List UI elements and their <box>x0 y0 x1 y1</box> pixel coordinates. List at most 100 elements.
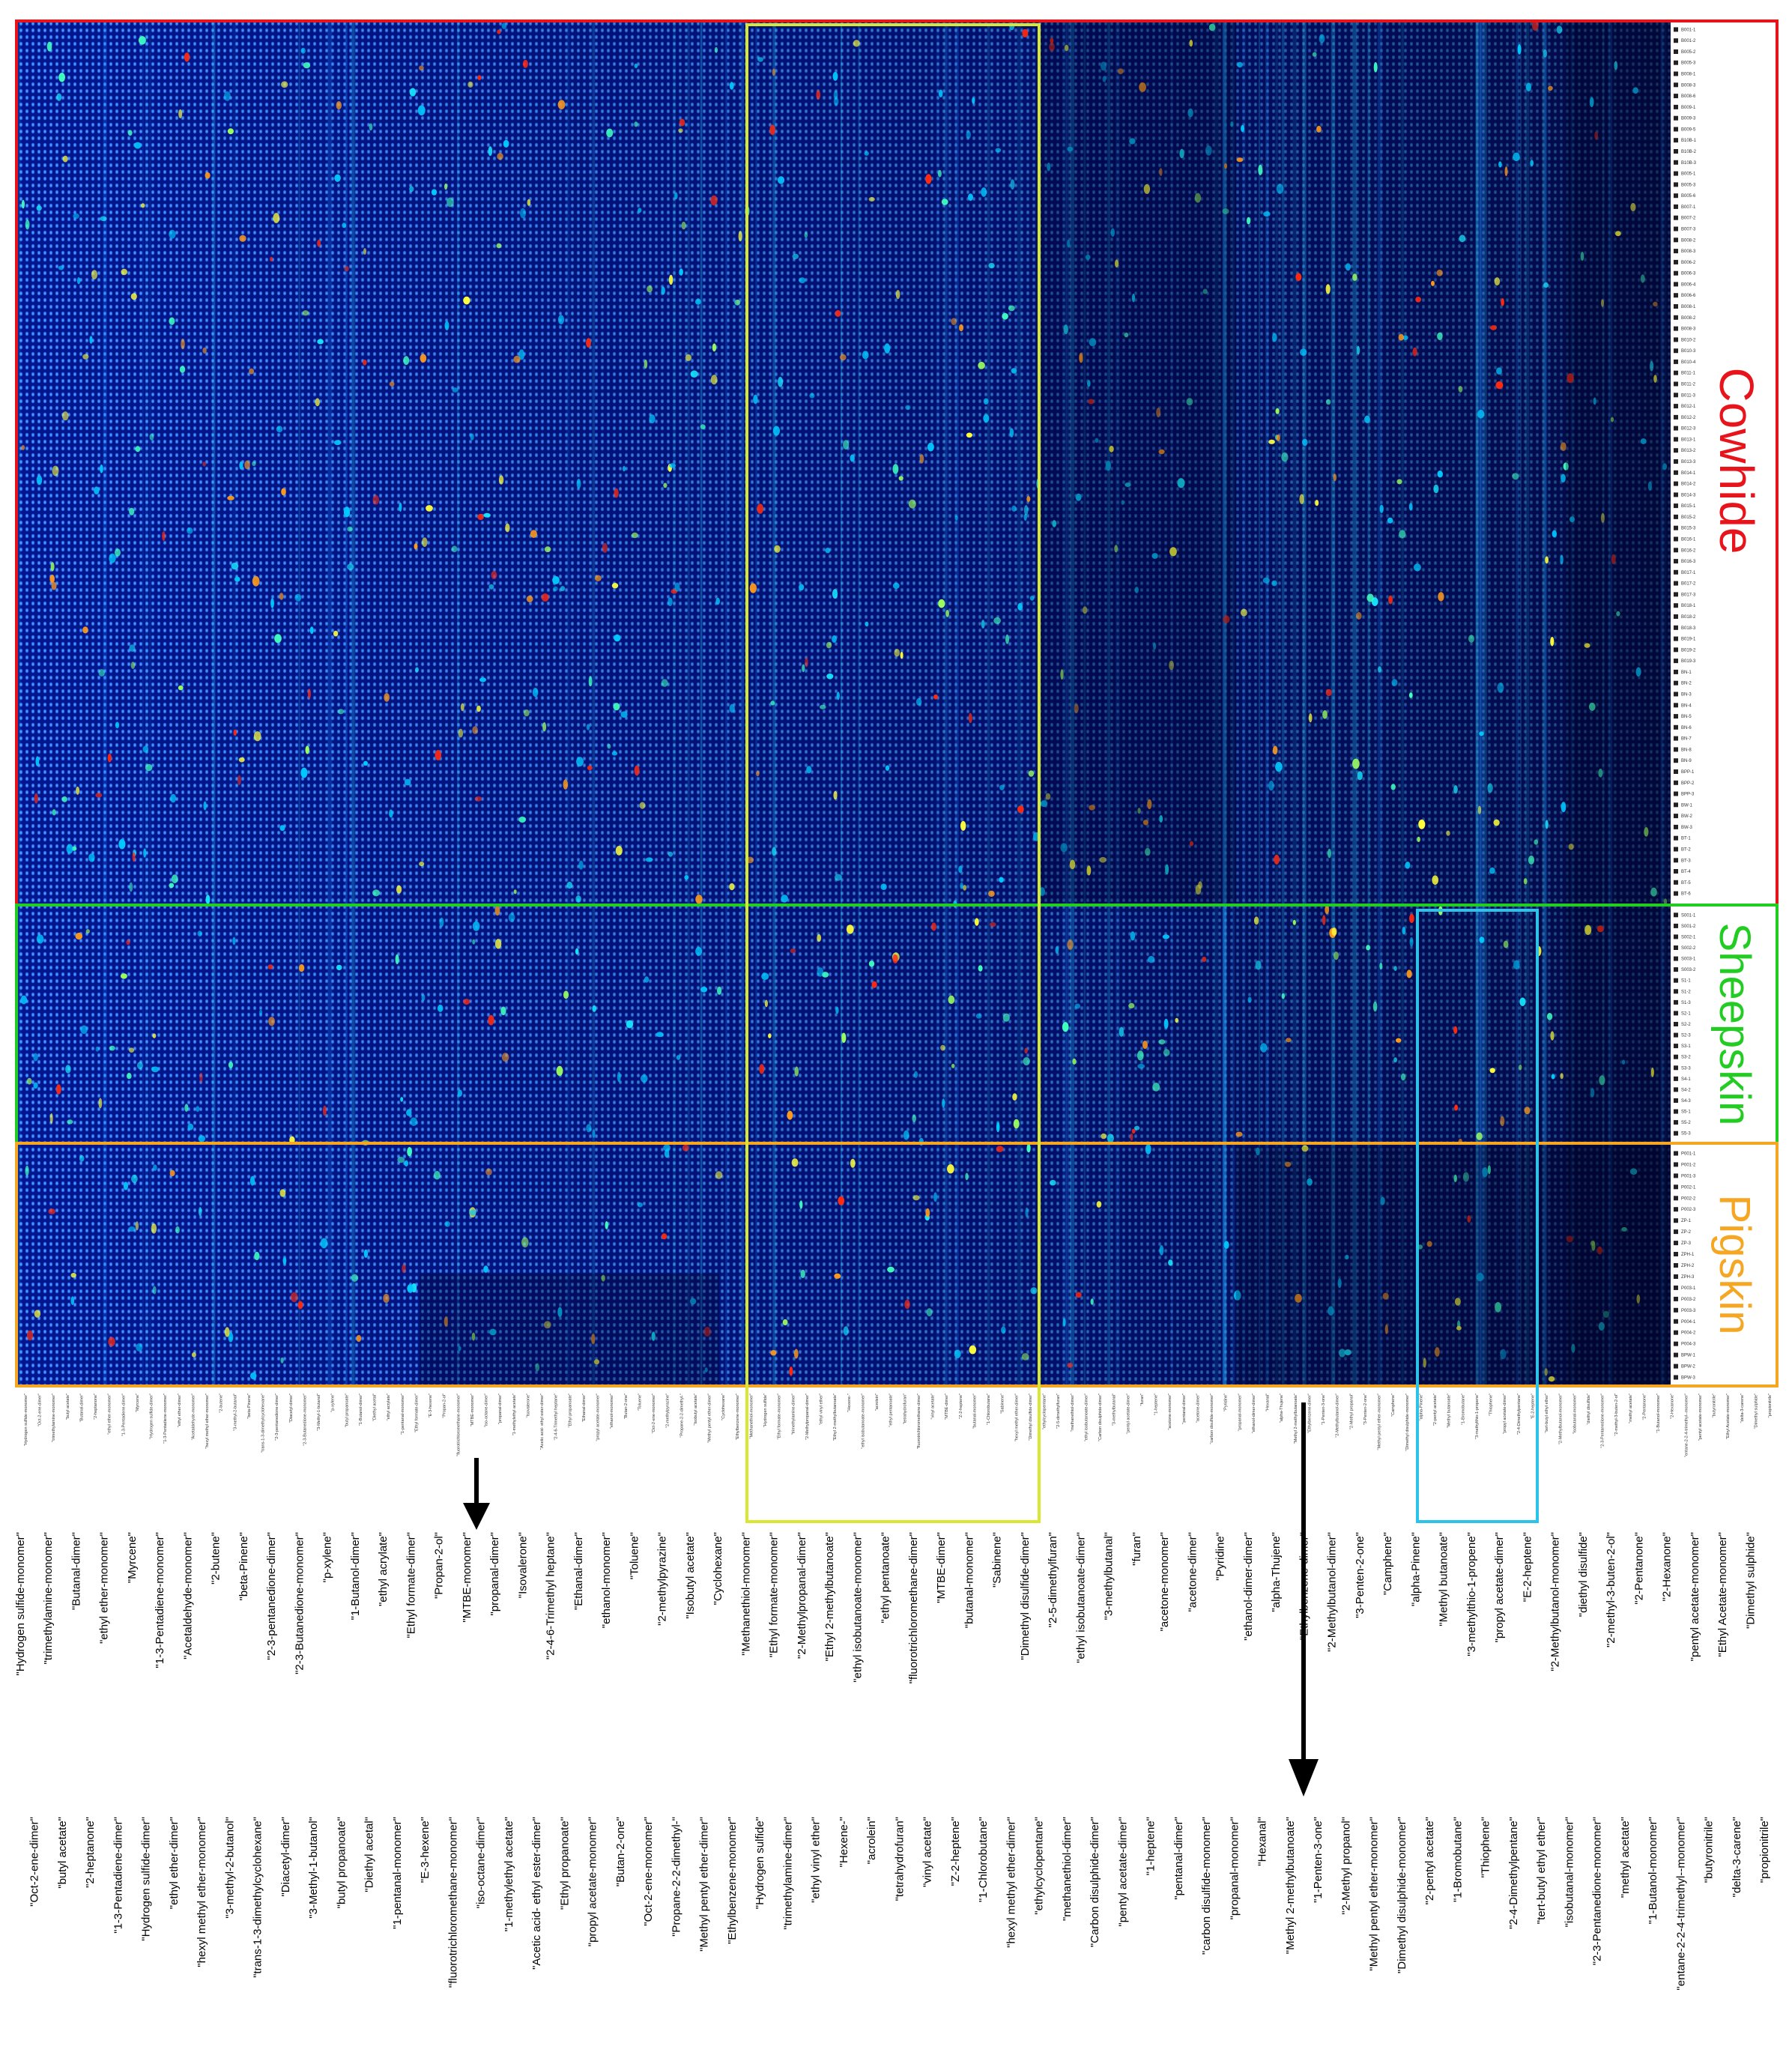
heatmap-signal <box>981 620 985 629</box>
sample-tick <box>1674 1032 1678 1038</box>
sample-label: BT-3 <box>1681 859 1691 863</box>
heatmap-signal <box>1276 435 1280 441</box>
compound-label: "propanal-monomer" <box>1228 1817 1241 1919</box>
heatmap-signal <box>259 1009 263 1015</box>
heatmap-signal <box>132 852 136 862</box>
compound-label: "Propane-2-2-dimethyl-" <box>670 1817 682 1937</box>
sample-label: BPP-2 <box>1681 781 1695 786</box>
sample-label: B008-1 <box>1681 73 1696 77</box>
heatmap-signal <box>1560 1073 1564 1080</box>
heatmap-signal <box>937 169 942 178</box>
heatmap-signal <box>1134 587 1139 593</box>
sample-tick <box>1674 259 1678 264</box>
heatmap-signal <box>1589 97 1594 107</box>
heatmap-signal <box>199 1207 202 1217</box>
heatmap-signal <box>919 454 924 464</box>
compound-label-small: "Methanethiol-monomer" <box>749 1393 754 1439</box>
heatmap-signal <box>351 1274 359 1282</box>
heatmap-signal <box>187 1123 194 1131</box>
heatmap-signal <box>1002 1013 1010 1022</box>
heatmap-signal <box>1379 962 1383 970</box>
heatmap-signal <box>483 1265 488 1273</box>
heatmap-signal <box>1325 399 1331 405</box>
heatmap-signal <box>82 626 88 634</box>
heatmap-signal <box>1236 157 1244 163</box>
heatmap-signal <box>644 359 648 369</box>
heatmap-signal <box>695 946 703 956</box>
heatmap-signal <box>1247 217 1251 225</box>
compound-label-small: "delta-3-carene" <box>1740 1393 1745 1423</box>
compound-label-small: "ethyl ether-dimer" <box>178 1393 182 1427</box>
sample-label: BN-2 <box>1681 682 1692 686</box>
heatmap-signal <box>1137 1063 1145 1069</box>
heatmap-signal <box>372 494 380 505</box>
compound-label-small: "ethylcyclopentane" <box>1043 1393 1047 1429</box>
heatmap-signal <box>846 924 854 934</box>
heatmap-signal <box>613 703 620 711</box>
heatmap-signal <box>402 1264 406 1274</box>
compound-label: "Ethylbenzene-monomer" <box>726 1817 739 1944</box>
compound-label: "iso-octane-dimer" <box>475 1817 488 1908</box>
heatmap-stripe <box>212 21 216 1386</box>
compound-label-small: "Diethyl acetal" <box>373 1393 378 1421</box>
compound-label: "diethyl disulfide" <box>1577 1532 1590 1617</box>
heatmap-signal <box>444 183 448 190</box>
compound-label: "1-methylethyl acetate" <box>503 1817 515 1931</box>
heatmap-signal <box>1292 919 1296 925</box>
heatmap-signal <box>805 657 808 668</box>
heatmap-signal <box>280 1357 284 1364</box>
heatmap-signal <box>892 582 900 590</box>
heatmap-signal <box>1560 554 1564 565</box>
compound-label: "Hexene-" <box>838 1817 850 1867</box>
heatmap-signal <box>634 63 638 68</box>
heatmap-signal <box>983 398 989 405</box>
compound-label-small: "Ethyl Acetate-monomer" <box>1726 1393 1731 1439</box>
heatmap-signal <box>959 324 963 332</box>
sample-tick <box>1674 858 1678 863</box>
compound-label: "Z-2-heptene" <box>949 1817 962 1886</box>
heatmap-signal <box>1418 819 1426 829</box>
compound-label: "Hexanal" <box>1256 1817 1269 1866</box>
sample-label: B015-3 <box>1681 527 1696 531</box>
compound-label: "alpha-Thujene" <box>1270 1532 1283 1612</box>
heatmap-signal <box>913 1071 918 1079</box>
heatmap-signal <box>892 954 898 963</box>
heatmap-signal <box>1525 82 1531 91</box>
sample-tick <box>1674 1341 1678 1346</box>
heatmap-signal <box>960 882 963 889</box>
sample-label: B10B-1 <box>1681 139 1697 143</box>
heatmap-signal <box>1567 373 1574 384</box>
sample-tick <box>1674 934 1678 939</box>
heatmap-signal <box>513 889 517 895</box>
heatmap-signal <box>1417 836 1420 842</box>
heatmap-signal <box>1025 1207 1029 1217</box>
heatmap-signal <box>476 705 481 712</box>
heatmap-signal <box>836 691 841 700</box>
heatmap-signal <box>1137 808 1141 814</box>
heatmap-signal <box>1322 915 1326 925</box>
sample-tick <box>1674 814 1678 819</box>
compound-label: "tert-butyl ethyl ether" <box>1535 1817 1548 1924</box>
sample-tick <box>1674 758 1678 763</box>
heatmap-signal <box>469 1209 476 1216</box>
compound-label-small: "fluorotrichloromethane-monomer" <box>456 1393 461 1456</box>
heatmap-signal <box>1366 593 1374 602</box>
sample-tick <box>1674 824 1678 829</box>
sample-tick <box>1674 1109 1678 1114</box>
heatmap-signal <box>1233 1290 1241 1301</box>
heatmap-signal <box>850 1158 856 1168</box>
heatmap-signal <box>134 142 142 149</box>
heatmap-signal <box>871 981 877 988</box>
sample-tick <box>1674 149 1678 154</box>
compound-label-small: "1-3-Pentadiene-dimer" <box>121 1393 126 1436</box>
heatmap-signal <box>136 1343 143 1352</box>
compound-label-small: "diethyl disulfide" <box>1587 1393 1591 1425</box>
sample-tick <box>1674 27 1678 32</box>
sample-label: B014-1 <box>1681 471 1696 476</box>
heatmap-signal <box>816 90 821 100</box>
sample-label: B007-1 <box>1681 205 1696 210</box>
heatmap-stripe <box>351 21 355 1386</box>
sample-label: S5-3 <box>1681 1132 1691 1137</box>
heatmap-signal <box>1152 1083 1160 1092</box>
heatmap-signal <box>121 268 127 276</box>
